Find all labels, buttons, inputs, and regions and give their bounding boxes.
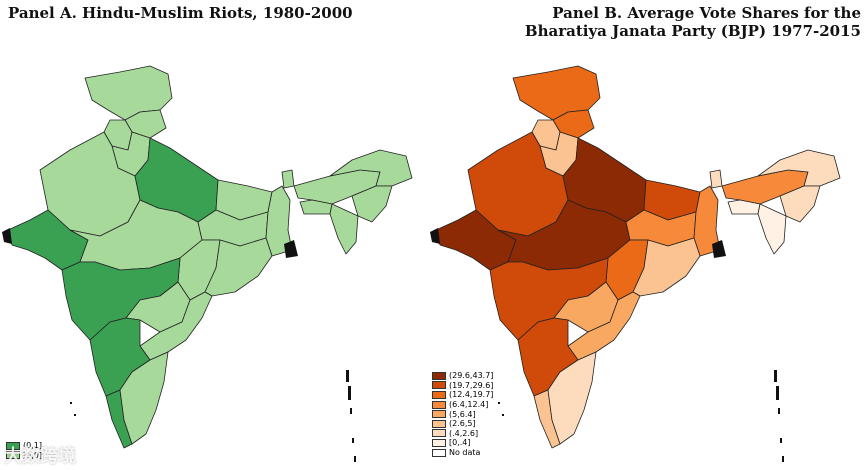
bengal-delta-detail bbox=[712, 240, 726, 258]
state-arunachal bbox=[329, 149, 413, 187]
panel-a-legend-label: (0,1] bbox=[23, 441, 42, 451]
state-tamil-nadu bbox=[119, 351, 169, 445]
panel-b-legend-row: [0,.4] bbox=[432, 438, 493, 448]
panel-b-legend-label: (12.4,19.7] bbox=[449, 390, 494, 400]
panel-a-legend-swatch bbox=[6, 441, 20, 450]
nicobar-island-1 bbox=[350, 408, 352, 414]
panel-a-legend-label: [0,0] bbox=[23, 450, 42, 460]
andaman-island-1 bbox=[346, 370, 349, 382]
panel-b-legend-swatch bbox=[432, 438, 446, 447]
bengal-delta-detail bbox=[284, 240, 298, 258]
panel-b-legend-label: [0,.4] bbox=[449, 438, 471, 448]
nicobar-island-1 bbox=[778, 408, 780, 414]
watermark: 大数跨境 bbox=[4, 446, 76, 467]
panel-b-title-line1: Panel B. Average Vote Shares for the bbox=[552, 4, 861, 22]
panel-a-legend-row: [0,0] bbox=[6, 451, 42, 461]
panel-a-legend-swatch bbox=[6, 451, 20, 460]
state-sikkim bbox=[709, 169, 723, 189]
panel-b-legend: (29.6,43.7] (19.7,29.6] (12.4,19.7] (6.4,12… bbox=[432, 371, 493, 457]
state-odisha bbox=[204, 237, 273, 297]
panel-a-legend: (0,1] [0,0] bbox=[6, 441, 42, 460]
lakshadweep-1 bbox=[498, 402, 500, 404]
panel-a-legend-row: (0,1] bbox=[6, 441, 42, 451]
state-tripura-mizoram bbox=[329, 203, 359, 255]
andaman-island-2 bbox=[776, 386, 779, 400]
state-tamil-nadu bbox=[547, 351, 597, 445]
panel-b-legend-label: No data bbox=[449, 448, 481, 458]
panel-b-legend-row: (29.6,43.7] bbox=[432, 371, 493, 381]
panel-b-legend-row: (6.4,12.4] bbox=[432, 400, 493, 410]
lakshadweep-2 bbox=[74, 414, 76, 416]
panel-b-legend-swatch bbox=[432, 448, 446, 457]
andaman-island-1 bbox=[774, 370, 777, 382]
lakshadweep-1 bbox=[70, 402, 72, 404]
panel-b-legend-row: (12.4,19.7] bbox=[432, 390, 493, 400]
panel-b-legend-row: No data bbox=[432, 448, 493, 458]
state-tripura-mizoram bbox=[757, 203, 787, 255]
panel-b-legend-swatch bbox=[432, 371, 446, 380]
panel-b-title: Panel B. Average Vote Shares for the Bha… bbox=[525, 4, 861, 40]
panel-b-legend-swatch bbox=[432, 381, 446, 390]
nicobar-island-2 bbox=[780, 438, 782, 443]
panel-b-legend-row: (.4,2.6] bbox=[432, 429, 493, 439]
andaman-island-2 bbox=[348, 386, 351, 400]
gujarat-coast-detail bbox=[2, 228, 12, 244]
state-arunachal bbox=[757, 149, 841, 187]
gujarat-coast-detail bbox=[430, 228, 440, 244]
panel-b-title-line2: Bharatiya Janata Party (BJP) 1977-2015 bbox=[524, 22, 861, 40]
panel-b-legend-row: (19.7,29.6] bbox=[432, 381, 493, 391]
panel-b-legend-label: (29.6,43.7] bbox=[449, 371, 494, 381]
panel-b-legend-label: (5,6.4] bbox=[449, 409, 476, 419]
panel-a-title: Panel A. Hindu-Muslim Riots, 1980-2000 bbox=[8, 4, 353, 22]
panel-b-legend-row: (2.6,5] bbox=[432, 419, 493, 429]
panel-b-legend-swatch bbox=[432, 429, 446, 438]
nicobar-island-2 bbox=[352, 438, 354, 443]
panel-b-legend-swatch bbox=[432, 419, 446, 428]
nicobar-island-3 bbox=[782, 456, 784, 462]
panel-b-legend-label: (2.6,5] bbox=[449, 419, 476, 429]
panel-b-legend-swatch bbox=[432, 400, 446, 409]
panel-b-legend-label: (.4,2.6] bbox=[449, 428, 479, 438]
state-odisha bbox=[632, 237, 701, 297]
panel-b-legend-swatch bbox=[432, 390, 446, 399]
panel-b-legend-label: (6.4,12.4] bbox=[449, 400, 489, 410]
lakshadweep-2 bbox=[502, 414, 504, 416]
panel-b-legend-swatch bbox=[432, 410, 446, 419]
panel-b-legend-row: (5,6.4] bbox=[432, 409, 493, 419]
nicobar-island-3 bbox=[354, 456, 356, 462]
panel-b-legend-label: (19.7,29.6] bbox=[449, 380, 494, 390]
